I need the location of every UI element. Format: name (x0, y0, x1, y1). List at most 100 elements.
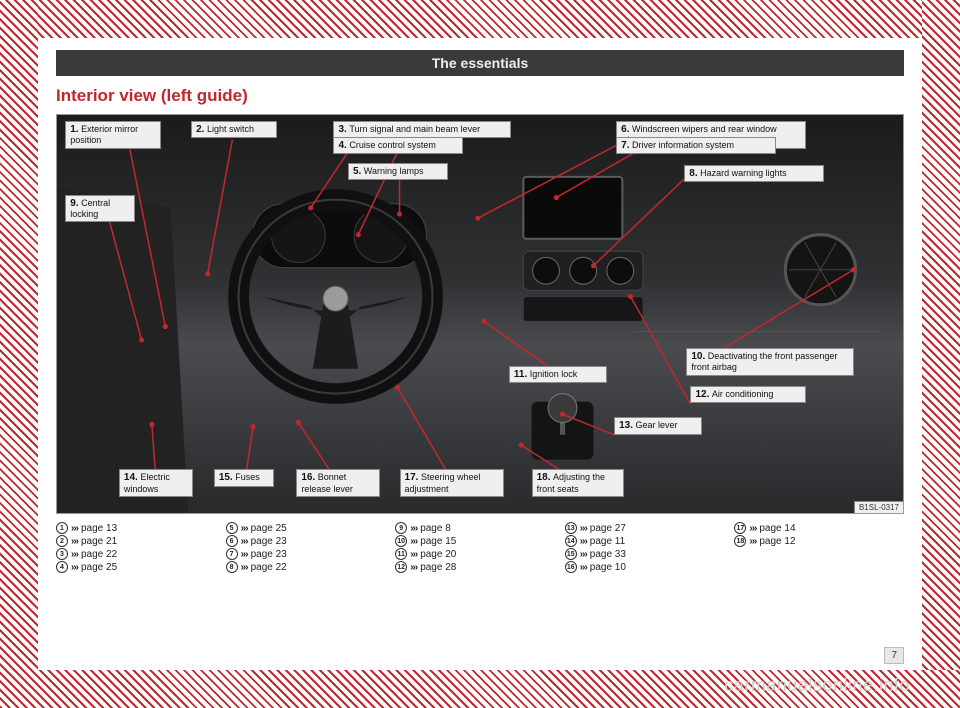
ref-number-5: 5 (226, 522, 238, 534)
reference-line-14: 14›››page 11 (565, 535, 735, 547)
chevron-icon: ››› (410, 523, 417, 534)
ref-page-4: page 25 (81, 562, 117, 573)
callout-4: 4. Cruise control system (333, 137, 463, 155)
reference-line-12: 12›››page 28 (395, 561, 565, 573)
reference-line-17: 17›››page 14 (734, 522, 904, 534)
reference-line-13: 13›››page 27 (565, 522, 735, 534)
ref-page-10: page 15 (420, 536, 456, 547)
chevron-icon: ››› (749, 523, 756, 534)
callout-2: 2. Light switch (191, 121, 277, 139)
ref-number-13: 13 (565, 522, 577, 534)
callout-5: 5. Warning lamps (348, 163, 448, 181)
page-content: The essentials Interior view (left guide… (38, 38, 922, 670)
ref-page-8: page 22 (251, 562, 287, 573)
ref-page-15: page 33 (590, 549, 626, 560)
chevron-icon: ››› (241, 562, 248, 573)
ref-page-6: page 23 (251, 536, 287, 547)
ref-number-9: 9 (395, 522, 407, 534)
reference-line-3: 3›››page 22 (56, 548, 226, 560)
callout-15: 15. Fuses (214, 469, 274, 487)
reference-column: 17›››page 1418›››page 12 (734, 522, 904, 574)
chevron-icon: ››› (580, 562, 587, 573)
ref-number-8: 8 (226, 561, 238, 573)
chevron-icon: ››› (580, 549, 587, 560)
callout-14: 14. Electric windows (119, 469, 193, 497)
image-code: B1SL-0317 (854, 501, 903, 513)
chevron-icon: ››› (241, 536, 248, 547)
ref-number-10: 10 (395, 535, 407, 547)
ref-page-11: page 20 (420, 549, 456, 560)
callout-1: 1. Exterior mirror position (65, 121, 161, 149)
callout-10: 10. Deactivating the front passenger fro… (686, 348, 854, 376)
ref-page-1: page 13 (81, 523, 117, 534)
callout-18: 18. Adjusting the front seats (532, 469, 624, 497)
reference-line-7: 7›››page 23 (226, 548, 396, 560)
chevron-icon: ››› (580, 523, 587, 534)
chevron-icon: ››› (241, 549, 248, 560)
reference-line-6: 6›››page 23 (226, 535, 396, 547)
ref-number-12: 12 (395, 561, 407, 573)
ref-page-7: page 23 (251, 549, 287, 560)
reference-line-10: 10›››page 15 (395, 535, 565, 547)
ref-page-17: page 14 (759, 523, 795, 534)
ref-number-1: 1 (56, 522, 68, 534)
reference-line-16: 16›››page 10 (565, 561, 735, 573)
reference-line-2: 2›››page 21 (56, 535, 226, 547)
ref-page-13: page 27 (590, 523, 626, 534)
callout-12: 12. Air conditioning (690, 386, 806, 404)
ref-number-18: 18 (734, 535, 746, 547)
chevron-icon: ››› (71, 562, 78, 573)
ref-page-14: page 11 (590, 536, 625, 547)
watermark: carmanualsonline.info (724, 675, 910, 696)
chevron-icon: ››› (71, 523, 78, 534)
callout-17: 17. Steering wheel adjustment (400, 469, 504, 497)
chevron-icon: ››› (71, 549, 78, 560)
chevron-icon: ››› (241, 523, 248, 534)
callout-3: 3. Turn signal and main beam lever (333, 121, 511, 139)
page-title: Interior view (left guide) (56, 86, 904, 106)
ref-page-9: page 8 (420, 523, 451, 534)
callout-11: 11. Ignition lock (509, 366, 607, 384)
ref-number-7: 7 (226, 548, 238, 560)
reference-column: 9›››page 810›››page 1511›››page 2012›››p… (395, 522, 565, 574)
ref-number-3: 3 (56, 548, 68, 560)
chevron-icon: ››› (410, 549, 417, 560)
reference-line-8: 8›››page 22 (226, 561, 396, 573)
interior-diagram: B1SL-0317 1. Exterior mirror position 2. … (56, 114, 904, 514)
ref-page-5: page 25 (251, 523, 287, 534)
callout-7: 7. Driver information system (616, 137, 776, 155)
ref-number-6: 6 (226, 535, 238, 547)
ref-page-2: page 21 (81, 536, 117, 547)
ref-number-11: 11 (395, 548, 407, 560)
reference-line-4: 4›››page 25 (56, 561, 226, 573)
ref-number-4: 4 (56, 561, 68, 573)
reference-line-5: 5›››page 25 (226, 522, 396, 534)
reference-column: 1›››page 132›››page 213›››page 224›››pag… (56, 522, 226, 574)
reference-line-1: 1›››page 13 (56, 522, 226, 534)
callout-9: 9. Central locking (65, 195, 135, 223)
ref-page-12: page 28 (420, 562, 456, 573)
reference-index: 1›››page 132›››page 213›››page 224›››pag… (56, 522, 904, 574)
chevron-icon: ››› (71, 536, 78, 547)
callout-8: 8. Hazard warning lights (684, 165, 824, 183)
reference-line-18: 18›››page 12 (734, 535, 904, 547)
ref-number-15: 15 (565, 548, 577, 560)
section-header-text: The essentials (432, 55, 529, 71)
ref-page-3: page 22 (81, 549, 117, 560)
chevron-icon: ››› (580, 536, 587, 547)
ref-number-17: 17 (734, 522, 746, 534)
ref-number-16: 16 (565, 561, 577, 573)
ref-number-14: 14 (565, 535, 577, 547)
section-header: The essentials (56, 50, 904, 76)
chevron-icon: ››› (410, 536, 417, 547)
callout-13: 13. Gear lever (614, 417, 702, 435)
reference-line-15: 15›››page 33 (565, 548, 735, 560)
chevron-icon: ››› (749, 536, 756, 547)
ref-page-18: page 12 (759, 536, 795, 547)
page-number: 7 (884, 647, 904, 664)
chevron-icon: ››› (410, 562, 417, 573)
callout-16: 16. Bonnet release lever (296, 469, 380, 497)
reference-line-9: 9›››page 8 (395, 522, 565, 534)
reference-column: 5›››page 256›››page 237›››page 238›››pag… (226, 522, 396, 574)
reference-column: 13›››page 2714›››page 1115›››page 3316››… (565, 522, 735, 574)
